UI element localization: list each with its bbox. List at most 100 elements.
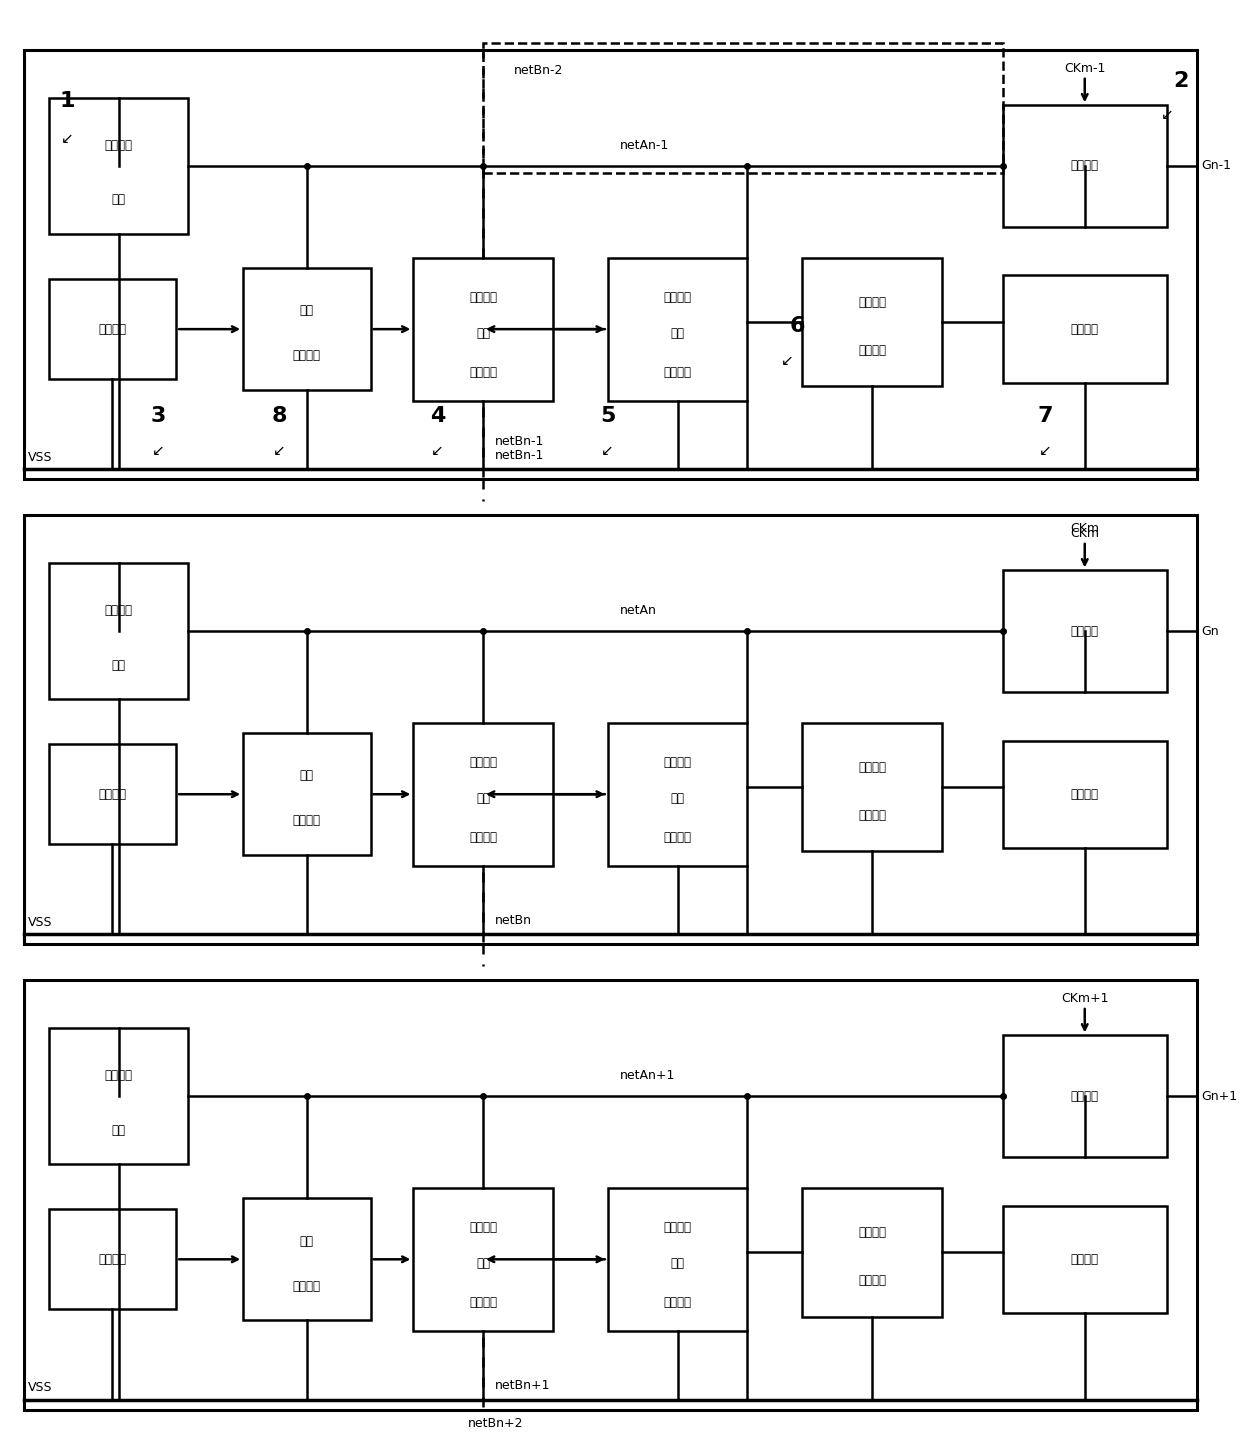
Text: 8: 8 [272, 406, 288, 426]
FancyBboxPatch shape [1003, 105, 1167, 226]
FancyBboxPatch shape [413, 258, 553, 401]
Text: 维持模块: 维持模块 [663, 1295, 692, 1308]
Text: 产生模块: 产生模块 [469, 831, 497, 844]
Text: 模块: 模块 [112, 193, 125, 206]
FancyBboxPatch shape [802, 1188, 942, 1317]
Text: 上拉控制: 上拉控制 [663, 1221, 692, 1234]
FancyBboxPatch shape [25, 50, 1197, 480]
Text: 上拉模块: 上拉模块 [1071, 625, 1099, 638]
Text: 维持模块: 维持模块 [293, 350, 321, 363]
FancyBboxPatch shape [243, 1198, 371, 1320]
Text: 清空模块: 清空模块 [1071, 788, 1099, 801]
Text: ↙: ↙ [1161, 107, 1173, 122]
Text: netBn+1: netBn+1 [495, 1380, 551, 1393]
Text: ↙: ↙ [781, 353, 794, 368]
Text: ↙: ↙ [432, 443, 444, 459]
Text: netAn: netAn [620, 603, 657, 616]
Text: 下拉模块: 下拉模块 [98, 1252, 126, 1265]
Text: 下拉模块: 下拉模块 [98, 322, 126, 335]
Text: Gn-1: Gn-1 [1200, 159, 1231, 172]
Text: 维持控制: 维持控制 [469, 1221, 497, 1234]
Text: ↙: ↙ [1039, 443, 1052, 459]
Text: 节点: 节点 [671, 1257, 684, 1270]
Text: 上拉控制: 上拉控制 [104, 1069, 133, 1082]
Text: 维持模块: 维持模块 [858, 344, 887, 357]
FancyBboxPatch shape [48, 563, 188, 699]
Text: 维持控制: 维持控制 [469, 291, 497, 304]
Text: 上拉控制: 上拉控制 [104, 605, 133, 618]
Text: Gn: Gn [1200, 625, 1219, 638]
Text: CKm: CKm [1070, 522, 1099, 536]
Text: netBn-2: netBn-2 [513, 64, 563, 77]
FancyBboxPatch shape [48, 744, 176, 844]
Text: 辅助: 辅助 [300, 770, 314, 782]
FancyBboxPatch shape [25, 516, 1197, 944]
Text: ↙: ↙ [273, 443, 286, 459]
Text: netBn: netBn [495, 914, 532, 927]
Text: VSS: VSS [29, 916, 52, 929]
Text: 上拉控制: 上拉控制 [663, 291, 692, 304]
Text: netBn+2: netBn+2 [467, 1417, 523, 1430]
Text: 维持模块: 维持模块 [858, 808, 887, 823]
FancyBboxPatch shape [608, 1188, 748, 1331]
Text: netAn-1: netAn-1 [620, 139, 670, 152]
Text: 下拉模块: 下拉模块 [98, 788, 126, 801]
Text: 节点: 节点 [476, 1257, 490, 1270]
FancyBboxPatch shape [25, 980, 1197, 1410]
Text: CKm-1: CKm-1 [1064, 62, 1105, 75]
Text: 清空模块: 清空模块 [1071, 1252, 1099, 1265]
Text: VSS: VSS [29, 1381, 52, 1394]
Text: 6: 6 [790, 317, 806, 335]
Text: 5: 5 [600, 406, 615, 426]
FancyBboxPatch shape [413, 1188, 553, 1331]
Text: 辅助: 辅助 [300, 1235, 314, 1248]
Text: 节点: 节点 [476, 792, 490, 805]
Text: 维持模块: 维持模块 [293, 1280, 321, 1293]
Text: 4: 4 [430, 406, 445, 426]
Text: 输出节点: 输出节点 [858, 1227, 887, 1240]
Text: 维持控制: 维持控制 [469, 757, 497, 770]
Text: Gn+1: Gn+1 [1200, 1089, 1238, 1102]
FancyBboxPatch shape [413, 722, 553, 866]
Text: netAn+1: netAn+1 [620, 1069, 676, 1082]
Text: ↙: ↙ [601, 443, 614, 459]
Text: CKm: CKm [1070, 526, 1099, 540]
Text: 模块: 模块 [112, 659, 125, 672]
Text: 清空模块: 清空模块 [1071, 322, 1099, 335]
FancyBboxPatch shape [1003, 1205, 1167, 1313]
Text: VSS: VSS [29, 450, 52, 464]
Text: ↙: ↙ [151, 443, 165, 459]
Text: 输出节点: 输出节点 [858, 761, 887, 774]
FancyBboxPatch shape [1003, 275, 1167, 383]
FancyBboxPatch shape [48, 1209, 176, 1310]
Text: 上拉控制: 上拉控制 [663, 757, 692, 770]
FancyBboxPatch shape [1003, 741, 1167, 848]
FancyBboxPatch shape [1003, 570, 1167, 692]
Text: 上拉控制: 上拉控制 [104, 139, 133, 152]
Text: 维持模块: 维持模块 [293, 814, 321, 827]
Text: 3: 3 [150, 406, 166, 426]
FancyBboxPatch shape [48, 279, 176, 380]
FancyBboxPatch shape [243, 734, 371, 856]
Text: CKm+1: CKm+1 [1061, 992, 1109, 1005]
FancyBboxPatch shape [48, 1029, 188, 1164]
Text: 维持模块: 维持模块 [858, 1274, 887, 1287]
Text: 7: 7 [1038, 406, 1053, 426]
Text: 辅助: 辅助 [300, 304, 314, 317]
Text: netBn-1: netBn-1 [495, 449, 544, 463]
Text: 节点: 节点 [671, 792, 684, 805]
FancyBboxPatch shape [1003, 1036, 1167, 1156]
Text: 维持模块: 维持模块 [663, 831, 692, 844]
FancyBboxPatch shape [48, 97, 188, 234]
Text: 产生模块: 产生模块 [469, 365, 497, 378]
Text: netBn-1: netBn-1 [495, 434, 544, 449]
Text: 输出节点: 输出节点 [858, 297, 887, 310]
Text: 1: 1 [60, 92, 74, 112]
Text: 模块: 模块 [112, 1123, 125, 1136]
Text: 维持模块: 维持模块 [663, 365, 692, 378]
Text: 2: 2 [1173, 72, 1188, 92]
Text: 节点: 节点 [671, 327, 684, 340]
Text: 产生模块: 产生模块 [469, 1295, 497, 1308]
FancyBboxPatch shape [243, 268, 371, 390]
FancyBboxPatch shape [802, 722, 942, 851]
